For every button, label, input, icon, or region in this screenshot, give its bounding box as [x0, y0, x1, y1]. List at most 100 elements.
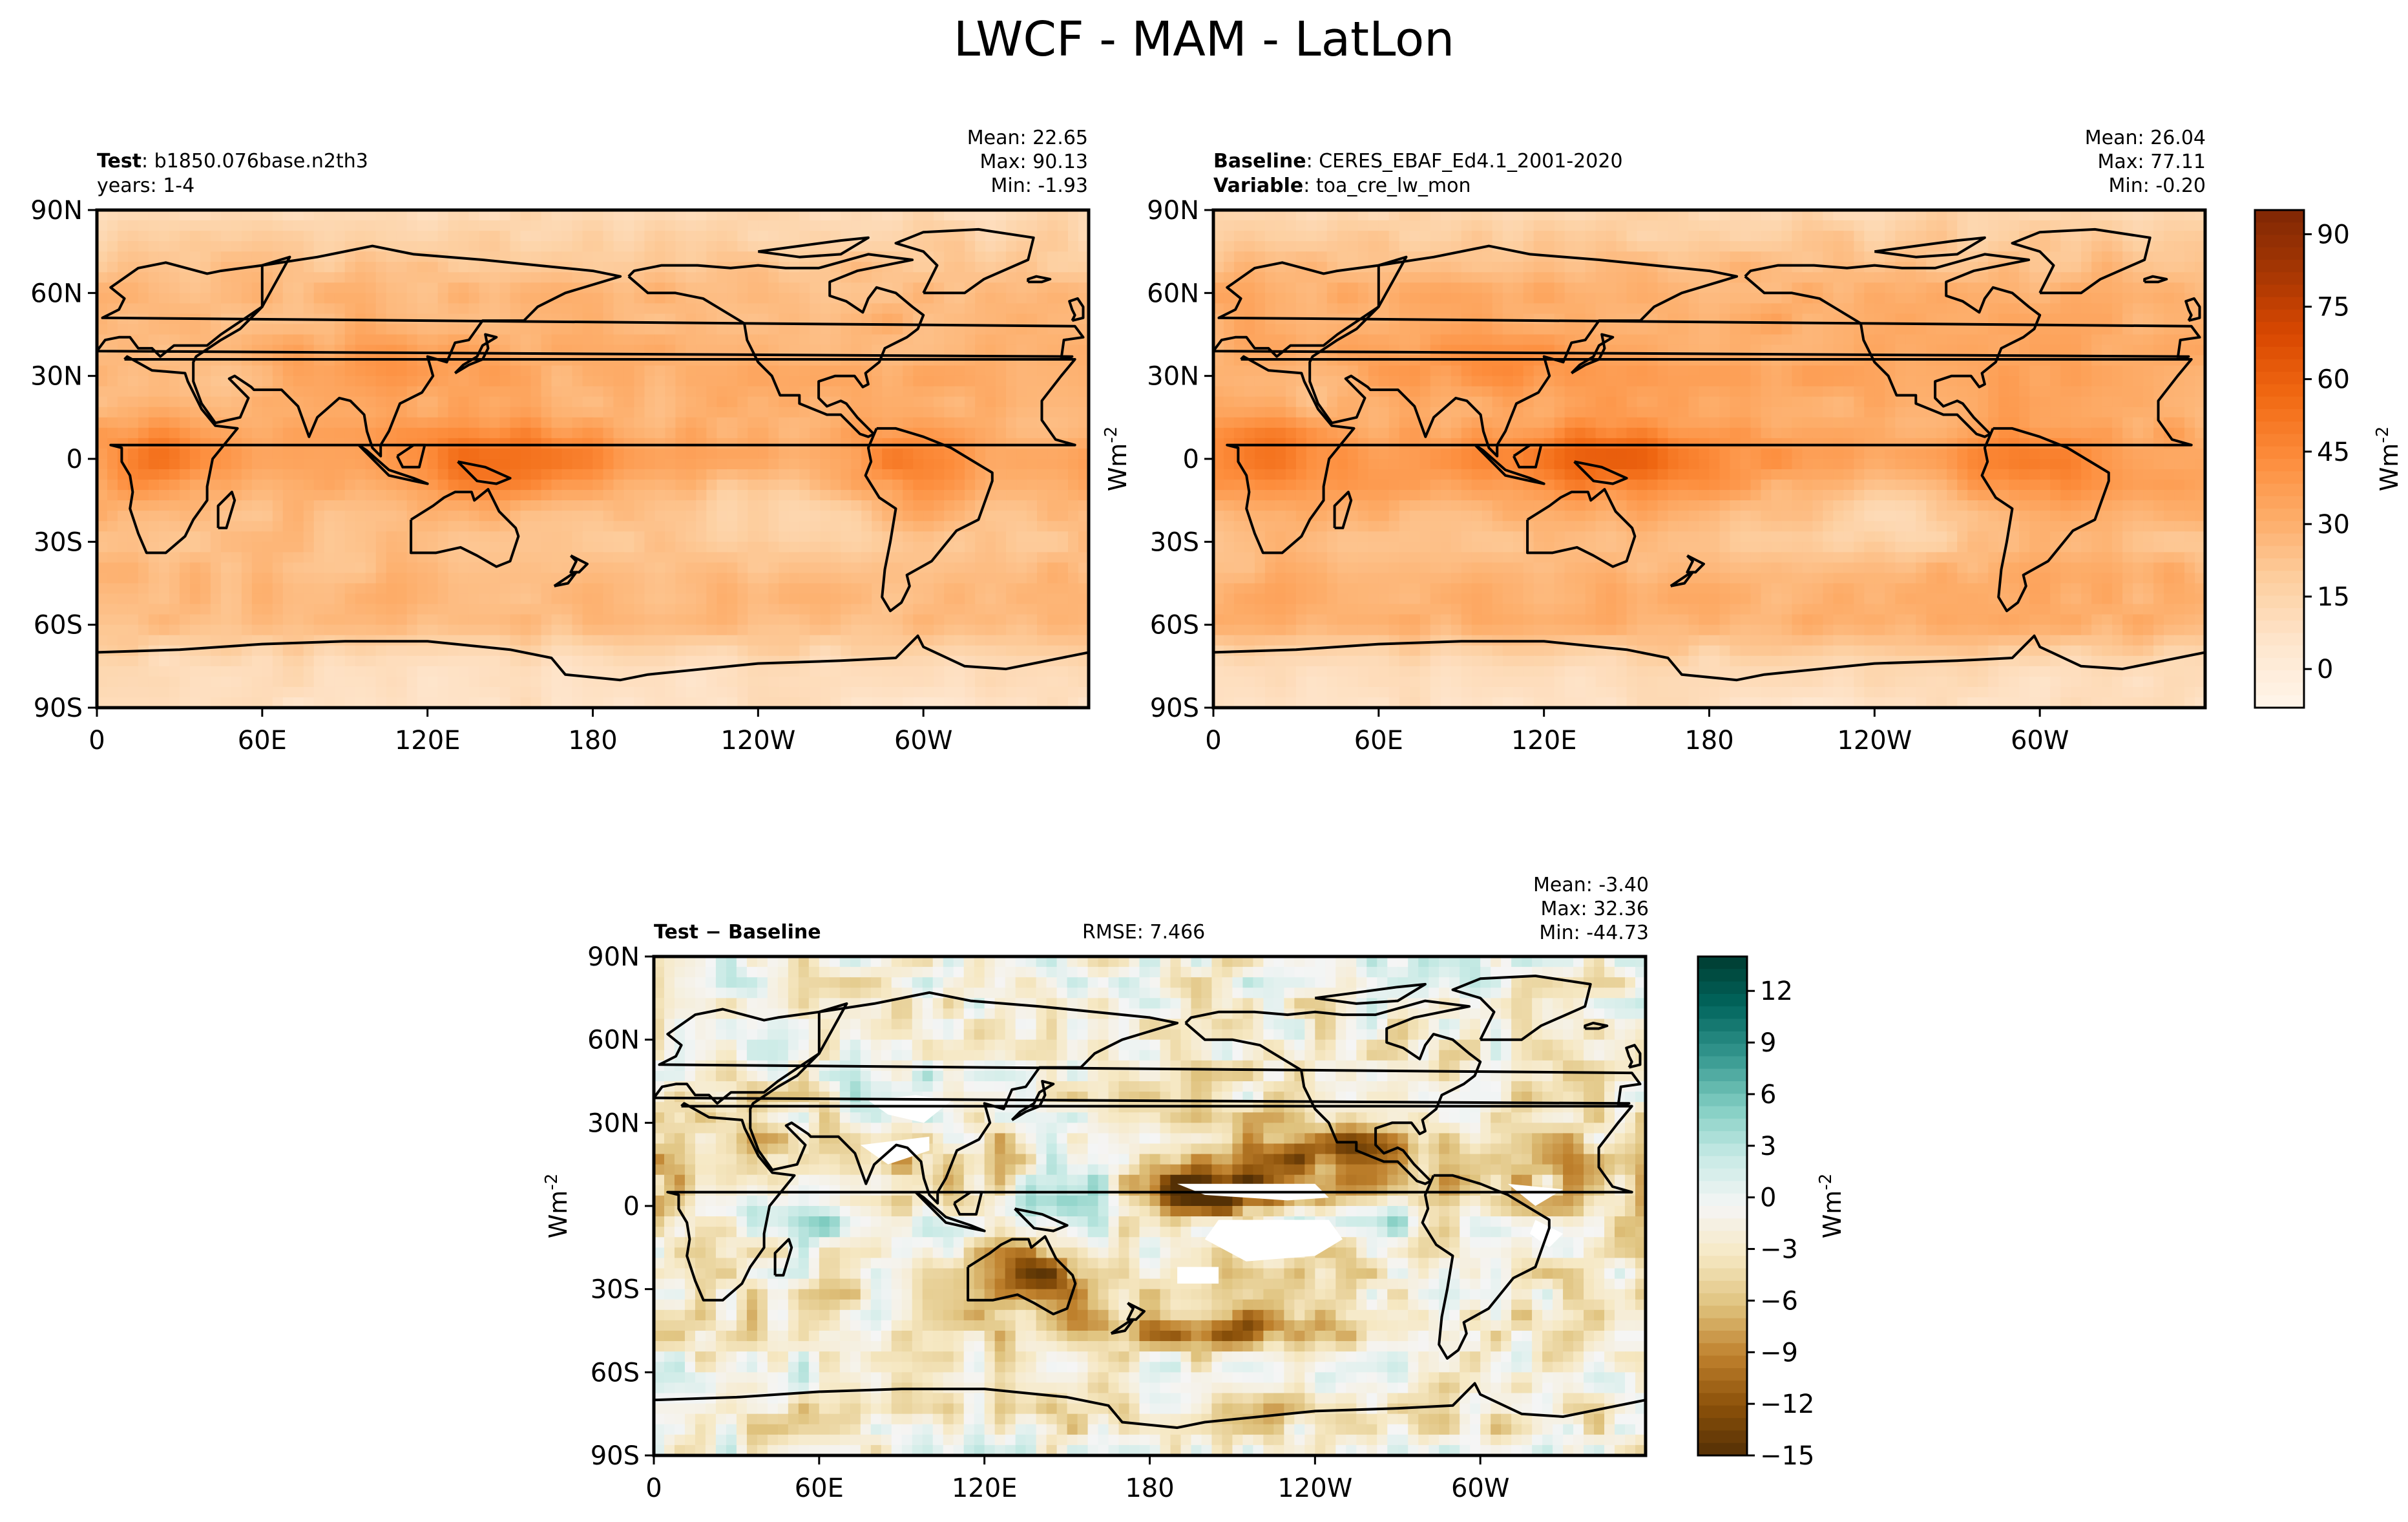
field-cell	[1047, 490, 1058, 501]
field-cell	[251, 251, 263, 263]
field-cell	[200, 324, 211, 335]
field-cell	[985, 251, 996, 263]
field-cell	[934, 676, 945, 688]
field-cell	[592, 635, 604, 646]
field-cell	[448, 324, 459, 335]
field-cell	[882, 614, 893, 626]
field-cell	[592, 469, 604, 480]
field-cell	[758, 459, 770, 470]
field-cell	[1027, 593, 1038, 605]
field-cell	[2195, 210, 2205, 221]
field-cell	[1016, 604, 1027, 615]
field-cell	[427, 573, 439, 584]
field-cell	[810, 220, 821, 231]
field-cell	[427, 531, 439, 543]
field-cell	[934, 583, 945, 595]
field-cell	[1037, 344, 1048, 356]
field-cell	[996, 614, 1007, 626]
field-cell	[448, 666, 459, 677]
field-cell	[913, 593, 924, 605]
field-cell	[479, 562, 490, 574]
field-cell	[954, 375, 965, 387]
field-cell	[499, 635, 511, 646]
field-cell	[303, 407, 315, 418]
field-cell	[220, 686, 232, 698]
field-cell	[406, 324, 418, 335]
field-cell	[706, 438, 718, 449]
field-cell	[396, 241, 408, 252]
field-cell	[406, 313, 418, 325]
field-cell	[758, 344, 770, 356]
field-cell	[375, 686, 387, 698]
field-cell	[1027, 313, 1038, 325]
field-cell	[375, 220, 387, 231]
field-cell	[551, 490, 563, 501]
field-cell	[768, 313, 780, 325]
field-cell	[996, 365, 1007, 377]
field-cell	[706, 583, 718, 595]
field-cell	[97, 614, 108, 626]
field-cell	[169, 500, 180, 512]
field-cell	[717, 344, 728, 356]
field-cell	[365, 521, 377, 533]
field-cell	[644, 375, 656, 387]
field-cell	[758, 686, 770, 698]
field-cell	[1544, 231, 1555, 242]
field-cell	[1533, 231, 1545, 242]
field-cell	[1740, 220, 1752, 231]
field-cell	[1047, 666, 1058, 677]
field-cell	[1450, 231, 1462, 242]
field-cell	[499, 583, 511, 595]
field-cell	[561, 386, 573, 397]
field-cell	[282, 241, 294, 252]
field-cell	[313, 645, 325, 657]
field-cell	[1027, 375, 1038, 387]
field-cell	[169, 293, 180, 304]
field-cell	[841, 417, 852, 428]
field-cell	[1037, 531, 1048, 543]
field-cell	[1668, 220, 1679, 231]
field-cell	[458, 220, 470, 231]
field-cell	[406, 676, 418, 688]
field-cell	[282, 676, 294, 688]
field-cell	[200, 614, 211, 626]
field-cell	[251, 438, 263, 449]
field-cell	[303, 686, 315, 698]
field-cell	[427, 542, 439, 553]
field-cell	[231, 480, 242, 491]
field-cell	[613, 562, 625, 574]
field-cell	[675, 396, 687, 408]
field-cell	[107, 676, 118, 688]
field-cell	[872, 614, 883, 626]
field-cell	[696, 303, 707, 315]
field-cell	[706, 676, 718, 688]
field-cell	[272, 593, 284, 605]
x-tick-label: 0	[89, 726, 105, 756]
field-cell	[1606, 220, 1617, 231]
field-cell	[272, 686, 284, 698]
field-cell	[200, 293, 211, 304]
field-cell	[262, 407, 273, 418]
field-cell	[262, 334, 273, 346]
field-cell	[510, 459, 521, 470]
field-cell	[169, 552, 180, 564]
field-cell	[179, 635, 191, 646]
field-cell	[748, 375, 759, 387]
field-cell	[551, 303, 563, 315]
field-cell	[107, 583, 118, 595]
field-cell	[1037, 697, 1048, 708]
field-cell	[1068, 272, 1079, 284]
field-cell	[437, 220, 449, 231]
field-cell	[334, 210, 346, 221]
field-cell	[706, 531, 718, 543]
field-cell	[1016, 303, 1027, 315]
field-cell	[851, 469, 863, 480]
field-cell	[561, 604, 573, 615]
field-cell	[613, 293, 625, 304]
field-cell	[427, 396, 439, 408]
field-cell	[179, 614, 191, 626]
field-cell	[210, 511, 222, 522]
field-cell	[530, 272, 542, 284]
field-cell	[1678, 220, 1690, 231]
